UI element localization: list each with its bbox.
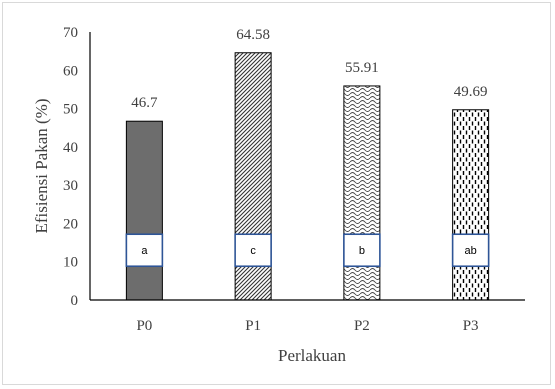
y-tick-label: 0 [71,293,79,309]
x-tick-label-p1: P1 [245,318,261,334]
significance-box-p1 [234,233,272,268]
data-label-p1: 64.58 [236,27,270,43]
bar-p0 [125,120,163,301]
x-axis-title: Perlakuan [278,346,346,365]
significance-box-p0 [125,233,164,268]
significance-box-p2 [343,233,381,268]
data-label-p2: 55.91 [345,60,379,76]
significance-letter-p1: c [250,245,256,257]
significance-letter-p0: a [141,245,148,257]
y-tick-label: 20 [63,216,78,232]
y-tick-label: 40 [63,140,78,156]
y-tick-label: 10 [63,255,78,271]
y-tick-label: 50 [63,102,78,118]
x-tick-label-p2: P2 [354,318,370,334]
data-label-p3: 49.69 [454,84,488,100]
significance-letter-p2: b [359,245,365,257]
significance-box-p3 [451,233,490,268]
data-label-p0: 46.7 [131,95,158,111]
bar-p3 [452,109,490,301]
x-tick-label-p3: P3 [463,318,479,334]
significance-letter-p3: ab [465,245,477,257]
y-axis-title: Efisiensi Pakan (%) [32,98,51,233]
bar-p2 [343,85,381,301]
y-tick-label: 30 [63,178,78,194]
x-tick-label-p0: P0 [136,318,152,334]
y-tick-label: 60 [63,63,78,79]
y-tick-label: 70 [63,25,78,41]
